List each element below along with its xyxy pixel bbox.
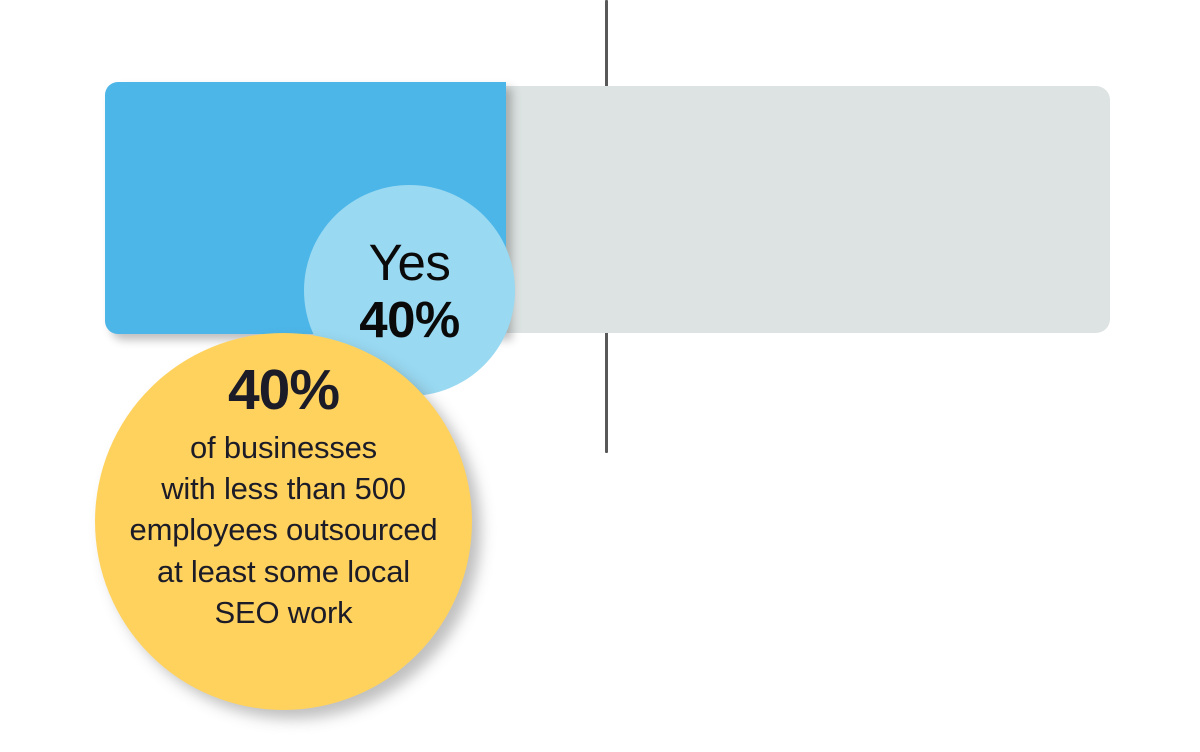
bar-segment-yes: Yes 40% [105, 82, 515, 396]
bubble-yes-label: Yes [368, 233, 451, 291]
callout-line-5: SEO work [214, 594, 353, 630]
callout-line-2: with less than 500 [161, 471, 406, 507]
bar-segment-no: No 60% [506, 86, 1110, 333]
callout-line-3: employees outsourced [129, 512, 438, 548]
bubble-yes-value: 40% [359, 290, 460, 348]
callout-line-1: of businesses [190, 429, 377, 465]
callout-body: of businesses with less than 500 employe… [104, 427, 464, 633]
callout-headline: 40% [227, 358, 340, 422]
callout-circle: 40% of businesses with less than 500 emp… [95, 333, 472, 710]
callout-line-4: at least some local [157, 553, 410, 589]
